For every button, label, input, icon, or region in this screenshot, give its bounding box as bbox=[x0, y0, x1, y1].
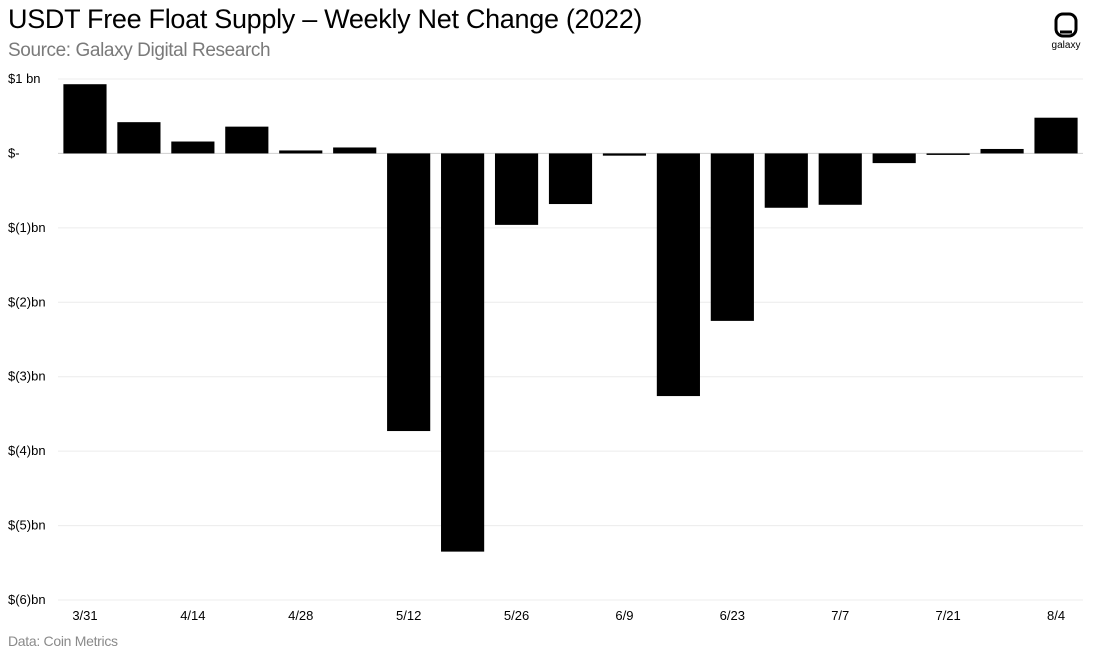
bar-chart: $1 bn $- $(1)bn $(2)bn $(3)bn $(4)bn $(5)bn $(6… bbox=[8, 71, 1083, 623]
bar bbox=[764, 153, 808, 208]
bar bbox=[1034, 117, 1078, 154]
x-tick-label: 4/28 bbox=[288, 608, 313, 623]
galaxy-logo: galaxy bbox=[1044, 12, 1088, 51]
y-tick-label: $1 bn bbox=[8, 71, 41, 86]
x-tick-label: 3/31 bbox=[72, 608, 97, 623]
x-tick-label: 7/21 bbox=[935, 608, 960, 623]
y-tick-label: $(4)bn bbox=[8, 443, 46, 458]
y-tick-label: $(1)bn bbox=[8, 220, 46, 235]
bar bbox=[818, 153, 862, 205]
x-tick-label: 4/14 bbox=[180, 608, 205, 623]
bar bbox=[980, 148, 1024, 154]
bar bbox=[602, 153, 647, 156]
bar bbox=[63, 84, 107, 154]
bar bbox=[441, 153, 485, 552]
x-tick-label: 7/7 bbox=[831, 608, 849, 623]
x-tick-label: 8/4 bbox=[1047, 608, 1065, 623]
bar bbox=[926, 153, 970, 155]
bar bbox=[333, 147, 377, 154]
bar bbox=[710, 153, 754, 321]
y-tick-label: $(5)bn bbox=[8, 518, 46, 533]
y-tick-label: $(6)bn bbox=[8, 592, 46, 607]
chart-subtitle: Source: Galaxy Digital Research bbox=[8, 40, 271, 61]
data-source-note: Data: Coin Metrics bbox=[8, 633, 118, 649]
bar bbox=[171, 141, 215, 154]
bar bbox=[387, 153, 431, 432]
bars bbox=[63, 84, 1078, 552]
logo-text: galaxy bbox=[1051, 40, 1081, 51]
bar bbox=[656, 153, 700, 397]
bar bbox=[279, 150, 323, 154]
chart-title: USDT Free Float Supply – Weekly Net Chan… bbox=[8, 4, 643, 34]
x-tick-label: 6/9 bbox=[615, 608, 633, 623]
x-axis-ticks: 3/31 4/14 4/28 5/12 5/26 6/9 6/23 7/7 7/21 8/4 bbox=[72, 608, 1065, 623]
y-tick-label: $(3)bn bbox=[8, 369, 46, 384]
bar bbox=[872, 153, 916, 164]
x-tick-label: 5/12 bbox=[396, 608, 421, 623]
y-tick-label: $- bbox=[8, 145, 20, 160]
x-tick-label: 5/26 bbox=[504, 608, 529, 623]
bar bbox=[225, 126, 269, 154]
x-tick-label: 6/23 bbox=[720, 608, 745, 623]
bar bbox=[548, 153, 593, 205]
y-axis-ticks: $1 bn $- $(1)bn $(2)bn $(3)bn $(4)bn $(5)bn $(6… bbox=[8, 71, 46, 607]
bar bbox=[494, 153, 539, 225]
galaxy-logo-icon bbox=[1054, 12, 1078, 38]
y-tick-label: $(2)bn bbox=[8, 294, 46, 309]
bar bbox=[117, 122, 161, 154]
